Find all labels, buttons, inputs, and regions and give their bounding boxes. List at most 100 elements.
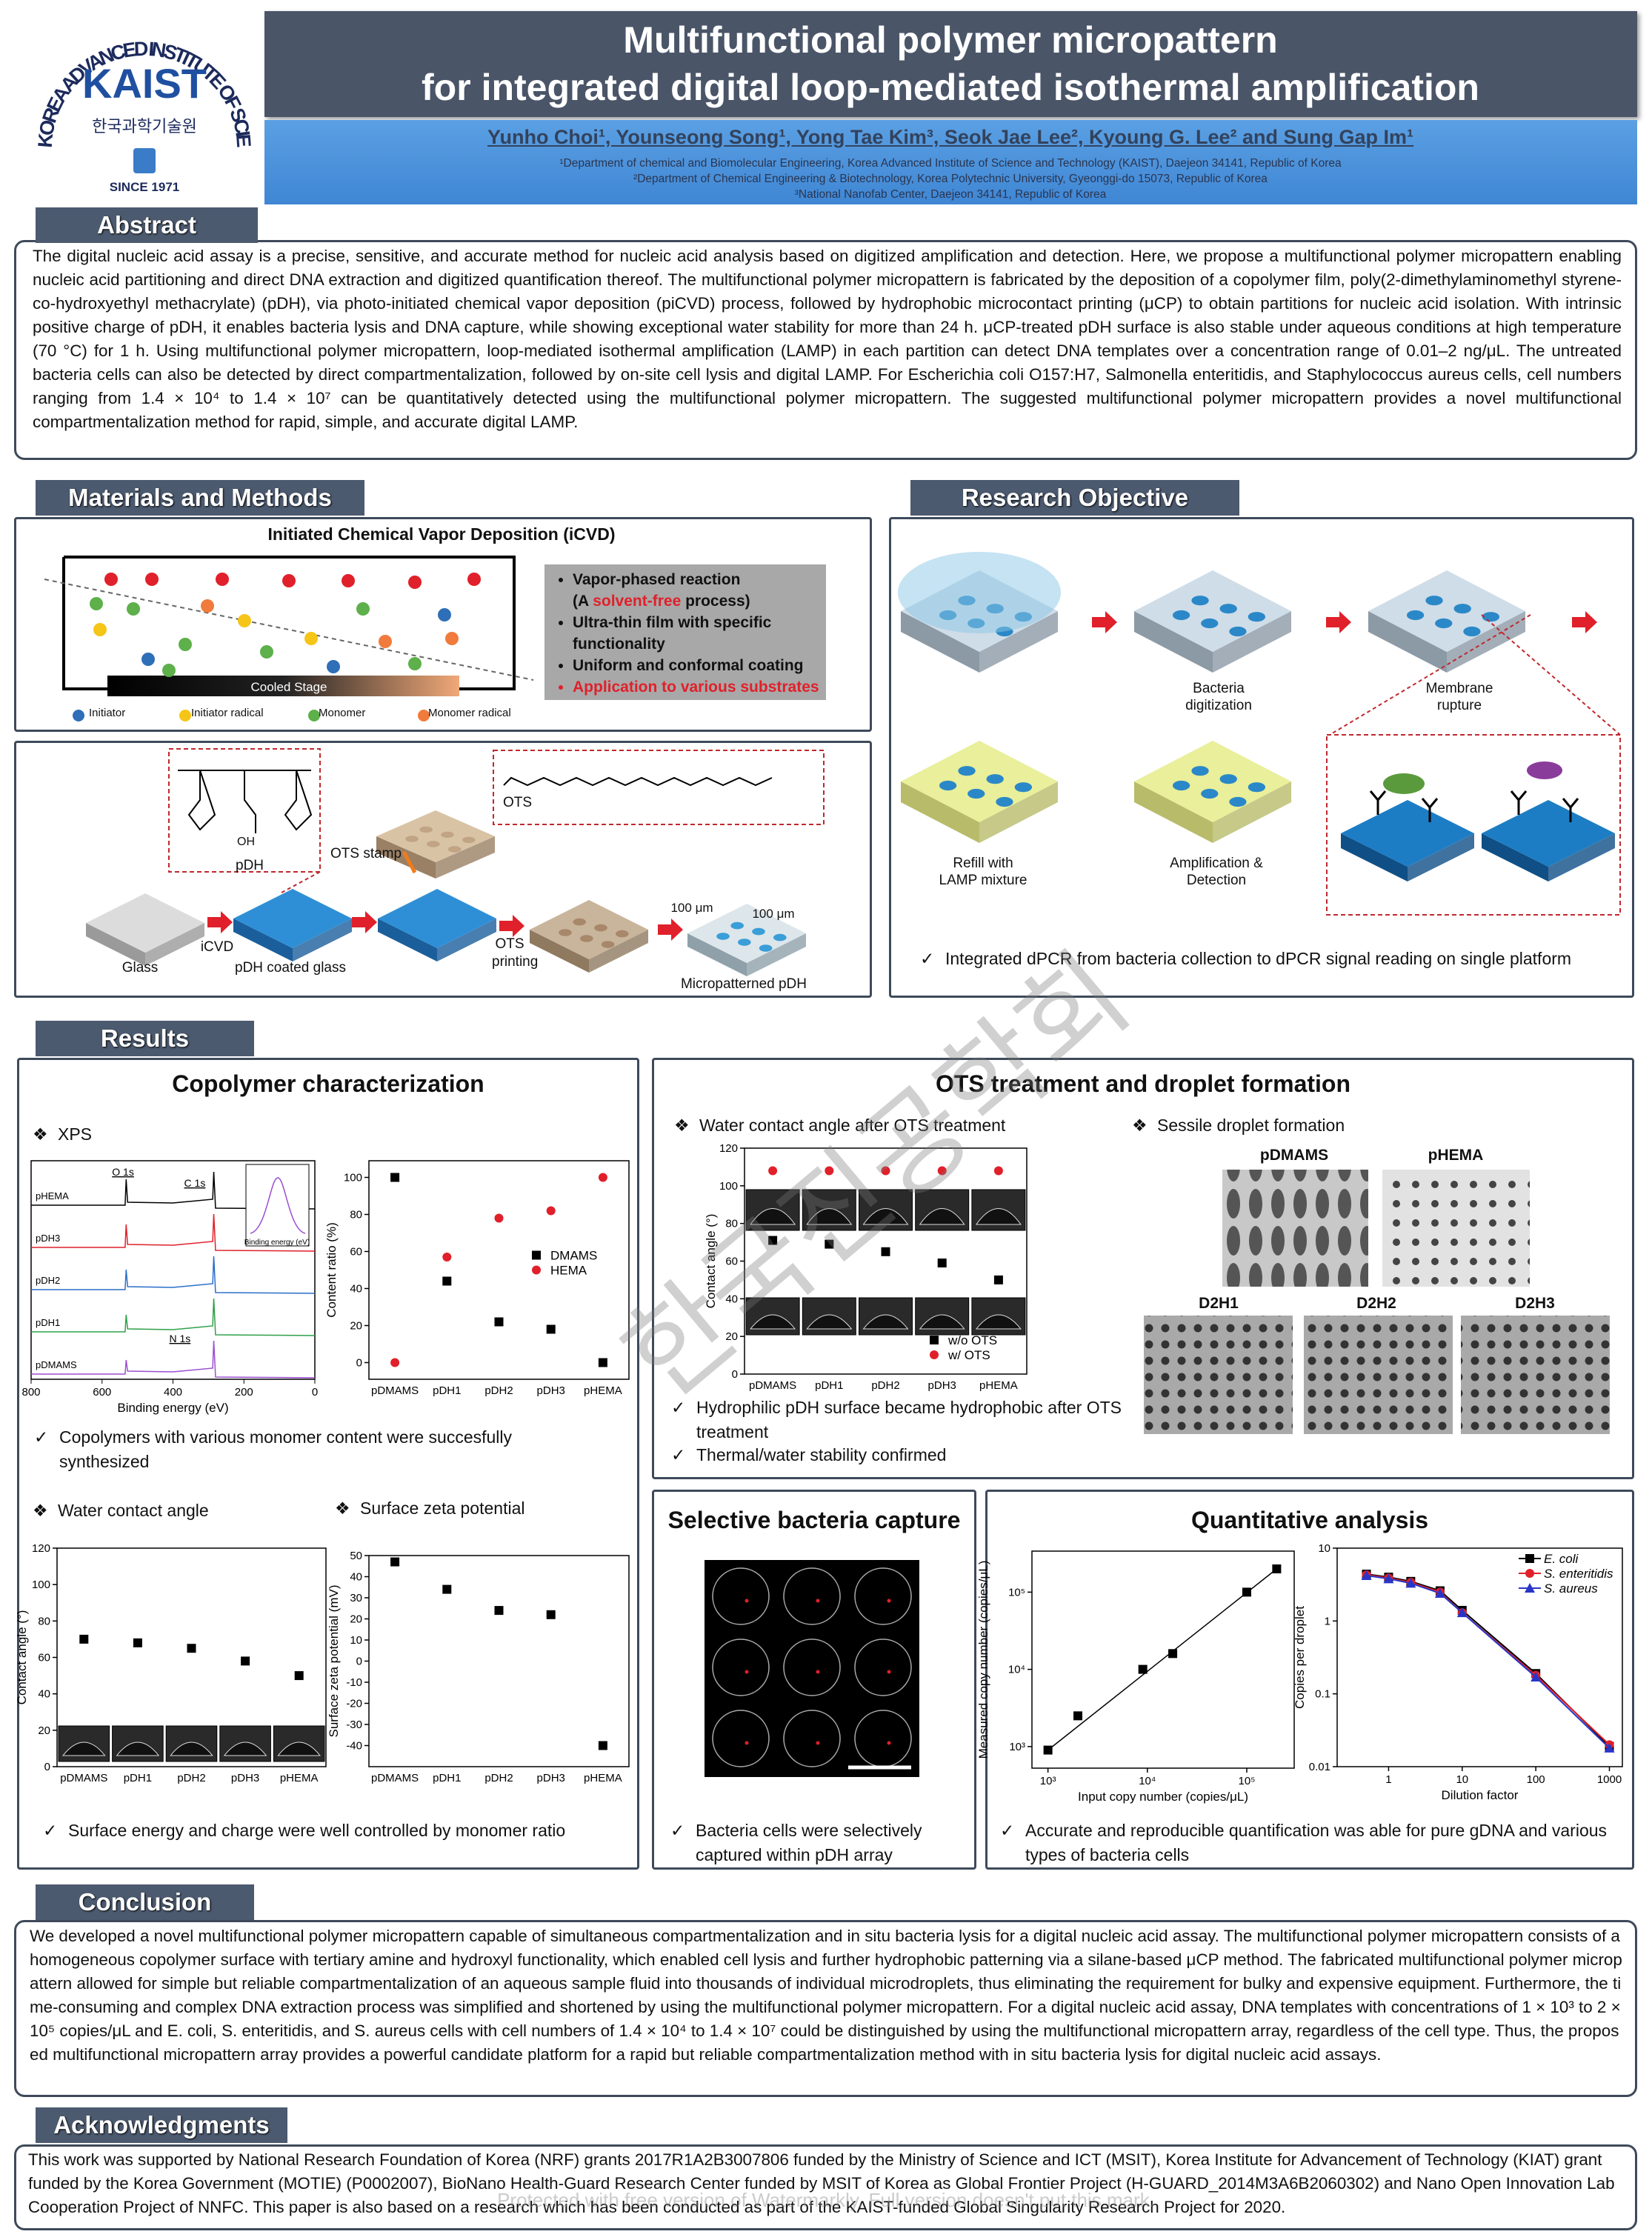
well	[1172, 610, 1190, 621]
subheading: Surface zeta potential	[335, 1499, 524, 1519]
slab-top	[376, 810, 495, 862]
bullet-highlight: solvent-free	[593, 593, 682, 610]
drop	[116, 1741, 160, 1756]
slab-side	[436, 836, 495, 879]
section-heading: Acknowledgments	[36, 2107, 287, 2143]
molecule	[201, 599, 214, 613]
authors: Yunho Choi¹, Younseong Song¹, Yong Tae K…	[487, 126, 1414, 148]
pdh-slab	[378, 889, 496, 961]
y-axis-label: Measured copy number (copies/μL)	[976, 1561, 990, 1759]
legend-marker	[930, 1350, 939, 1359]
photo-label: pHEMA	[1428, 1147, 1484, 1164]
subheading: Water contact angle after OTS treatment	[674, 1116, 1005, 1136]
well	[967, 788, 985, 799]
spectrum	[31, 1213, 316, 1252]
y-axis-label: Contact angle (°)	[704, 1214, 718, 1309]
drop	[975, 1314, 1022, 1330]
y-tick-label: 20	[38, 1724, 50, 1737]
red-arrow	[352, 911, 377, 933]
data-point	[825, 1239, 834, 1249]
x-tick-label: pDMAMS	[371, 1384, 419, 1397]
bullet: Vapor-phased reaction (A solvent-free pro…	[573, 569, 826, 612]
molecule	[238, 614, 251, 627]
slab-top	[1134, 741, 1291, 822]
y-tick-label: 100	[719, 1180, 738, 1193]
well	[1229, 796, 1247, 807]
affiliation: ³National Nanofab Center, Daejeon 34141,…	[794, 188, 1107, 201]
x-tick-label: pDH2	[484, 1384, 513, 1397]
x-tick-label: pDH2	[871, 1379, 899, 1392]
check-item: Accurate and reproducible quantification…	[1000, 1819, 1633, 1867]
panel-title: Selective bacteria capture	[667, 1507, 961, 1533]
section-heading: Abstract	[36, 207, 258, 243]
y-tick-label: 10³	[1009, 1741, 1025, 1753]
stage-label: Cooled Stage	[250, 680, 327, 694]
scale-label: 100 μm	[670, 901, 713, 915]
spectrum	[31, 1256, 316, 1294]
chem-label: OTS	[503, 795, 533, 810]
x-tick-label: 10³	[1040, 1775, 1056, 1787]
x-tick-label: pHEMA	[280, 1772, 319, 1784]
slab-top	[1482, 800, 1615, 867]
photo	[1144, 1316, 1293, 1434]
data-point	[390, 1173, 400, 1182]
series-line	[1366, 1574, 1611, 1746]
data-point	[133, 1638, 142, 1647]
well	[716, 933, 730, 940]
drop	[975, 1208, 1022, 1225]
y-tick-label: 40	[725, 1293, 738, 1305]
data-point	[993, 1275, 1003, 1284]
y-tick-label: 120	[719, 1142, 738, 1155]
section-heading: Materials and Methods	[36, 480, 364, 516]
ots-box	[493, 750, 825, 825]
well-outline	[783, 1710, 841, 1767]
photo	[1382, 1170, 1530, 1287]
data-point	[494, 1606, 504, 1616]
capture-slab	[1341, 800, 1474, 881]
section-heading: Conclusion	[36, 1884, 254, 1920]
y-tick-label: 120	[32, 1542, 50, 1555]
data-point	[390, 1358, 400, 1367]
well	[1191, 596, 1209, 606]
y-tick-label: 60	[725, 1256, 738, 1268]
plot-frame	[368, 1555, 630, 1767]
y-tick-label: 0.01	[1309, 1761, 1330, 1773]
y-tick-label: -40	[346, 1740, 362, 1753]
x-tick-label: 400	[164, 1386, 182, 1399]
data-point	[768, 1166, 778, 1176]
well	[1219, 774, 1237, 784]
slab-side	[1213, 611, 1291, 673]
x-tick-label: 600	[93, 1386, 111, 1399]
well	[405, 836, 419, 842]
molecule	[342, 574, 355, 587]
bullet: Uniform and conformal coating	[573, 655, 826, 676]
x-tick-label: pDH3	[231, 1772, 259, 1784]
slab-top	[901, 741, 1058, 822]
well	[759, 944, 773, 952]
subheading: Water contact angle	[33, 1501, 209, 1521]
data-point	[442, 1253, 452, 1261]
y-tick-label: 10⁵	[1008, 1586, 1025, 1599]
legend-label: S. aureus	[1544, 1581, 1598, 1596]
data-point	[546, 1206, 556, 1216]
slab-top	[1134, 570, 1291, 652]
data-point	[1434, 1587, 1445, 1598]
step-label: Amplification & Detection	[1170, 856, 1263, 888]
step-label: Micropatterned pDH	[680, 976, 807, 992]
title: Multifunctional polymer micropattern for …	[422, 16, 1479, 111]
x-tick-label: 0	[312, 1386, 318, 1399]
title-line: for integrated digital loop-mediated iso…	[422, 67, 1479, 108]
x-tick-label: pDMAMS	[371, 1772, 419, 1784]
bullet: Ultra-thin film with specific functional…	[573, 612, 826, 655]
y-tick-label: 10	[1318, 1542, 1330, 1555]
data-point	[187, 1644, 196, 1653]
droplet-cover	[898, 552, 1061, 633]
slab-side	[1548, 833, 1615, 881]
capture-slab	[1482, 800, 1615, 881]
x-tick-label: pDH3	[537, 1772, 565, 1784]
panel-title: Copolymer characterization	[172, 1070, 484, 1097]
watermark-notice: Protected with free version of Watermark…	[497, 2189, 1155, 2211]
y-tick-label: 50	[350, 1550, 362, 1562]
y-tick-label: 60	[38, 1652, 50, 1664]
y-tick-label: 80	[350, 1209, 362, 1221]
